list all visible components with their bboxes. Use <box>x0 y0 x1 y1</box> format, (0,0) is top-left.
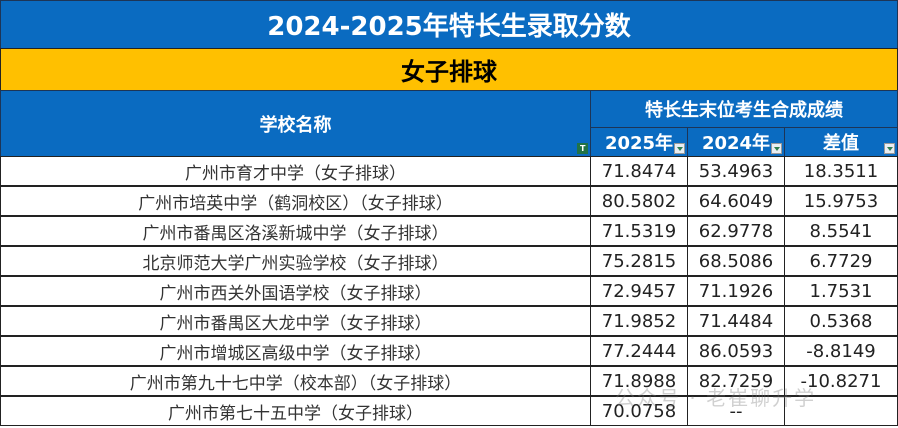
score-2024-cell[interactable]: 71.4484 <box>687 306 785 336</box>
diff-cell[interactable]: -8.8149 <box>784 336 898 366</box>
header-2024-label: 2024年 <box>701 133 771 154</box>
school-name-cell[interactable]: 广州市番禺区大龙中学（女子排球） <box>0 306 591 336</box>
school-name-cell[interactable]: 广州市培英中学（鹤洞校区）（女子排球） <box>0 186 591 216</box>
category-banner: 女子排球 <box>0 48 898 91</box>
table-row: 广州市育才中学（女子排球） 71.8474 53.4963 18.3511 <box>0 156 898 187</box>
table-row: 广州市番禺区洛溪新城中学（女子排球） 71.5319 62.9778 8.5541 <box>0 216 898 247</box>
header-2025[interactable]: 2025年 <box>590 127 688 157</box>
score-2025-cell[interactable]: 70.0758 <box>590 396 688 426</box>
diff-cell[interactable]: 0.5368 <box>784 306 898 336</box>
filter-dropdown-icon[interactable] <box>884 143 895 154</box>
diff-cell[interactable]: -10.8271 <box>784 366 898 396</box>
header-school-name: 学校名称 <box>0 90 591 157</box>
table-row: 广州市西关外国语学校（女子排球） 72.9457 71.1926 1.7531 <box>0 276 898 307</box>
score-2025-cell[interactable]: 71.5319 <box>590 216 688 246</box>
diff-cell[interactable]: 18.3511 <box>784 156 898 186</box>
score-2024-cell[interactable]: -- <box>687 396 785 426</box>
score-2025-cell[interactable]: 71.8474 <box>590 156 688 186</box>
header-diff-label: 差值 <box>823 133 859 154</box>
sheet-title: 2024-2025年特长生录取分数 <box>0 0 898 49</box>
table-row: 广州市增城区高级中学（女子排球） 77.2444 86.0593 -8.8149 <box>0 336 898 367</box>
score-2025-cell[interactable]: 72.9457 <box>590 276 688 306</box>
diff-cell[interactable]: 8.5541 <box>784 216 898 246</box>
school-name-cell[interactable]: 广州市第七十五中学（女子排球） <box>0 396 591 426</box>
header-score-group: 特长生末位考生合成成绩 <box>590 90 898 128</box>
header-diff[interactable]: 差值 <box>784 127 898 157</box>
table-row: 广州市第七十五中学（女子排球） 70.0758 -- <box>0 396 898 427</box>
diff-cell[interactable]: 6.7729 <box>784 246 898 276</box>
score-2025-cell[interactable]: 71.8988 <box>590 366 688 396</box>
school-name-cell[interactable]: 广州市育才中学（女子排球） <box>0 156 591 186</box>
table-row: 广州市培英中学（鹤洞校区）（女子排球） 80.5802 64.6049 15.9753 <box>0 186 898 217</box>
score-2024-cell[interactable]: 64.6049 <box>687 186 785 216</box>
diff-cell[interactable]: 15.9753 <box>784 186 898 216</box>
filter-dropdown-icon[interactable] <box>674 143 685 154</box>
table-row: 广州市第九十七中学（校本部）（女子排球） 71.8988 82.7259 -10.82… <box>0 366 898 397</box>
diff-cell[interactable]: 1.7531 <box>784 276 898 306</box>
score-2024-cell[interactable]: 86.0593 <box>687 336 785 366</box>
header-2024[interactable]: 2024年 <box>687 127 785 157</box>
score-2025-cell[interactable]: 77.2444 <box>590 336 688 366</box>
score-2024-cell[interactable]: 53.4963 <box>687 156 785 186</box>
score-2024-cell[interactable]: 71.1926 <box>687 276 785 306</box>
score-2025-cell[interactable]: 71.9852 <box>590 306 688 336</box>
filter-active-icon[interactable] <box>577 143 588 154</box>
score-2025-cell[interactable]: 80.5802 <box>590 186 688 216</box>
score-2024-cell[interactable]: 82.7259 <box>687 366 785 396</box>
header-school-label: 学校名称 <box>259 114 332 136</box>
table-row: 北京师范大学广州实验学校（女子排球） 75.2815 68.5086 6.7729 <box>0 246 898 277</box>
school-name-cell[interactable]: 广州市番禺区洛溪新城中学（女子排球） <box>0 216 591 246</box>
school-name-cell[interactable]: 广州市第九十七中学（校本部）（女子排球） <box>0 366 591 396</box>
filter-dropdown-icon[interactable] <box>771 143 782 154</box>
score-2024-cell[interactable]: 68.5086 <box>687 246 785 276</box>
score-2025-cell[interactable]: 75.2815 <box>590 246 688 276</box>
score-2024-cell[interactable]: 62.9778 <box>687 216 785 246</box>
header-2025-label: 2025年 <box>604 133 674 154</box>
table-row: 广州市番禺区大龙中学（女子排球） 71.9852 71.4484 0.5368 <box>0 306 898 337</box>
diff-cell[interactable] <box>784 396 898 426</box>
school-name-cell[interactable]: 广州市增城区高级中学（女子排球） <box>0 336 591 366</box>
school-name-cell[interactable]: 广州市西关外国语学校（女子排球） <box>0 276 591 306</box>
school-name-cell[interactable]: 北京师范大学广州实验学校（女子排球） <box>0 246 591 276</box>
